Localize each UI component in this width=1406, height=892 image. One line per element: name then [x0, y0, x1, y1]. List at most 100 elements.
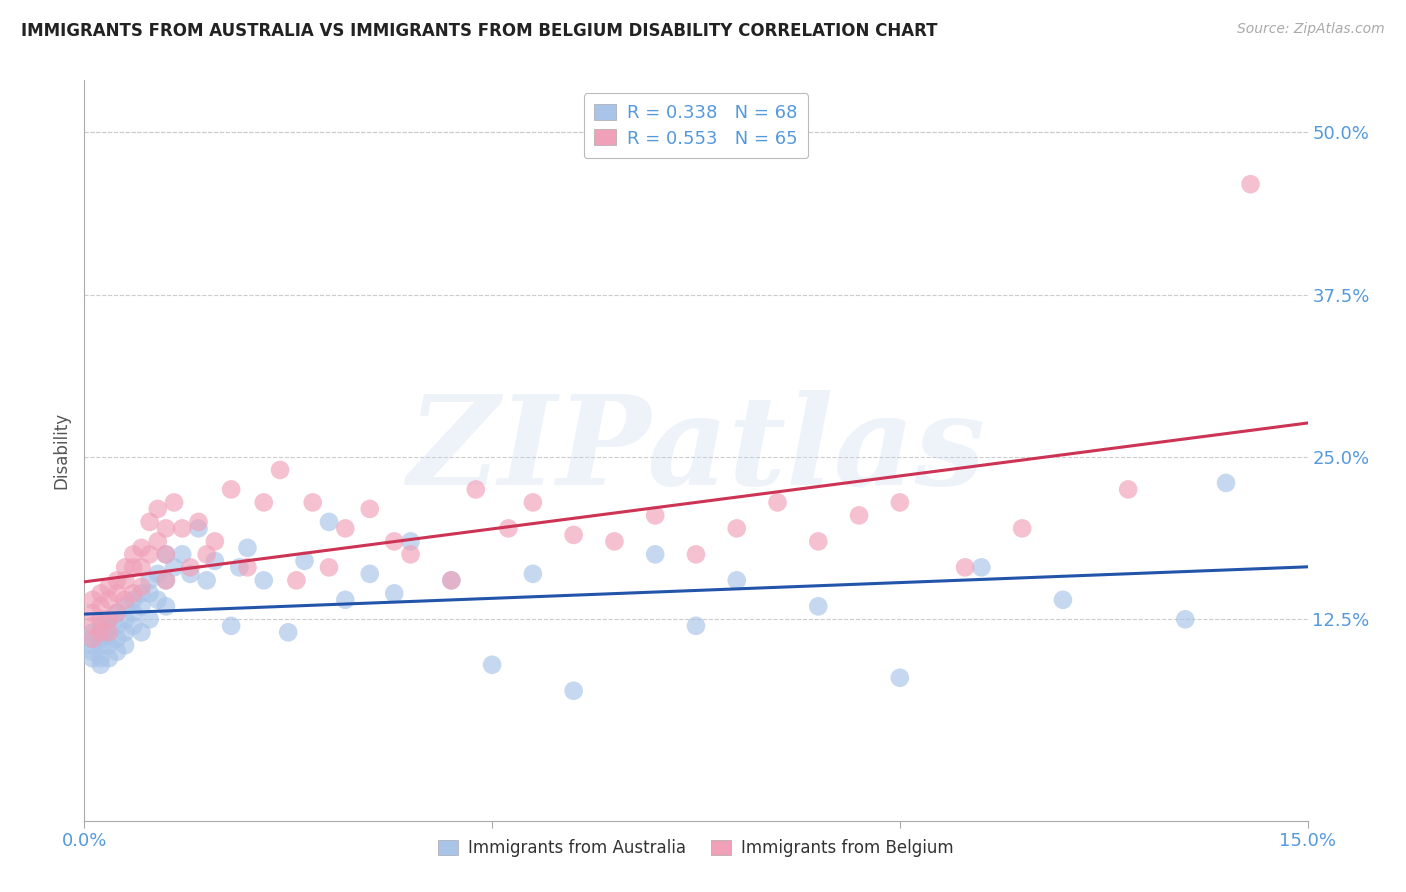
Point — [464, 483, 486, 497]
Point — [90, 651, 112, 665]
Point — [138, 586, 160, 600]
Point — [146, 592, 169, 607]
Point — [970, 560, 993, 574]
Point — [236, 560, 259, 574]
Point — [122, 606, 145, 620]
Point — [228, 560, 250, 574]
Point — [82, 632, 104, 646]
Point — [685, 619, 707, 633]
Point — [82, 638, 104, 652]
Point — [155, 599, 177, 614]
Point — [90, 625, 112, 640]
Point — [562, 683, 585, 698]
Point — [187, 521, 209, 535]
Point — [138, 515, 160, 529]
Point — [138, 547, 160, 561]
Point — [105, 586, 128, 600]
Legend: R = 0.338   N = 68, R = 0.553   N = 65: R = 0.338 N = 68, R = 0.553 N = 65 — [583, 93, 808, 159]
Point — [82, 619, 104, 633]
Text: ZIPatlas: ZIPatlas — [406, 390, 986, 511]
Point — [603, 534, 626, 549]
Point — [725, 521, 748, 535]
Point — [172, 521, 194, 535]
Point — [179, 560, 201, 574]
Point — [889, 671, 911, 685]
Point — [122, 560, 145, 574]
Point — [481, 657, 503, 672]
Point — [725, 574, 748, 588]
Point — [90, 632, 112, 646]
Point — [82, 592, 104, 607]
Point — [105, 574, 128, 588]
Point — [335, 521, 357, 535]
Point — [122, 586, 145, 600]
Point — [562, 528, 585, 542]
Point — [155, 521, 177, 535]
Point — [179, 566, 201, 581]
Point — [97, 621, 120, 635]
Point — [277, 625, 299, 640]
Point — [131, 625, 153, 640]
Point — [97, 629, 120, 643]
Point — [97, 651, 120, 665]
Point — [236, 541, 259, 555]
Point — [97, 612, 120, 626]
Point — [114, 625, 136, 640]
Point — [219, 619, 242, 633]
Point — [1011, 521, 1033, 535]
Point — [155, 574, 177, 588]
Point — [359, 502, 381, 516]
Text: Source: ZipAtlas.com: Source: ZipAtlas.com — [1237, 22, 1385, 37]
Point — [1052, 592, 1074, 607]
Point — [146, 566, 169, 581]
Point — [97, 580, 120, 594]
Point — [138, 574, 160, 588]
Point — [204, 554, 226, 568]
Point — [131, 541, 153, 555]
Point — [163, 560, 186, 574]
Point — [114, 574, 136, 588]
Point — [195, 574, 218, 588]
Point — [155, 547, 177, 561]
Point — [253, 574, 276, 588]
Point — [644, 508, 666, 523]
Y-axis label: Disability: Disability — [52, 412, 70, 489]
Point — [90, 638, 112, 652]
Point — [1215, 475, 1237, 490]
Point — [301, 495, 323, 509]
Point — [114, 612, 136, 626]
Point — [1239, 177, 1261, 191]
Point — [97, 625, 120, 640]
Point — [399, 534, 422, 549]
Point — [889, 495, 911, 509]
Point — [82, 632, 104, 646]
Point — [155, 547, 177, 561]
Text: IMMIGRANTS FROM AUSTRALIA VS IMMIGRANTS FROM BELGIUM DISABILITY CORRELATION CHAR: IMMIGRANTS FROM AUSTRALIA VS IMMIGRANTS … — [21, 22, 938, 40]
Point — [498, 521, 520, 535]
Point — [105, 619, 128, 633]
Point — [382, 534, 405, 549]
Point — [105, 645, 128, 659]
Point — [131, 599, 153, 614]
Point — [195, 547, 218, 561]
Point — [90, 599, 112, 614]
Point — [318, 515, 340, 529]
Point — [82, 651, 104, 665]
Point — [82, 625, 104, 640]
Point — [1116, 483, 1139, 497]
Point — [219, 483, 242, 497]
Point — [105, 606, 128, 620]
Point — [90, 625, 112, 640]
Point — [644, 547, 666, 561]
Point — [335, 592, 357, 607]
Point — [155, 574, 177, 588]
Point — [131, 560, 153, 574]
Point — [685, 547, 707, 561]
Point — [105, 632, 128, 646]
Point — [766, 495, 789, 509]
Point — [114, 592, 136, 607]
Point — [253, 495, 276, 509]
Point — [131, 586, 153, 600]
Point — [82, 645, 104, 659]
Point — [172, 547, 194, 561]
